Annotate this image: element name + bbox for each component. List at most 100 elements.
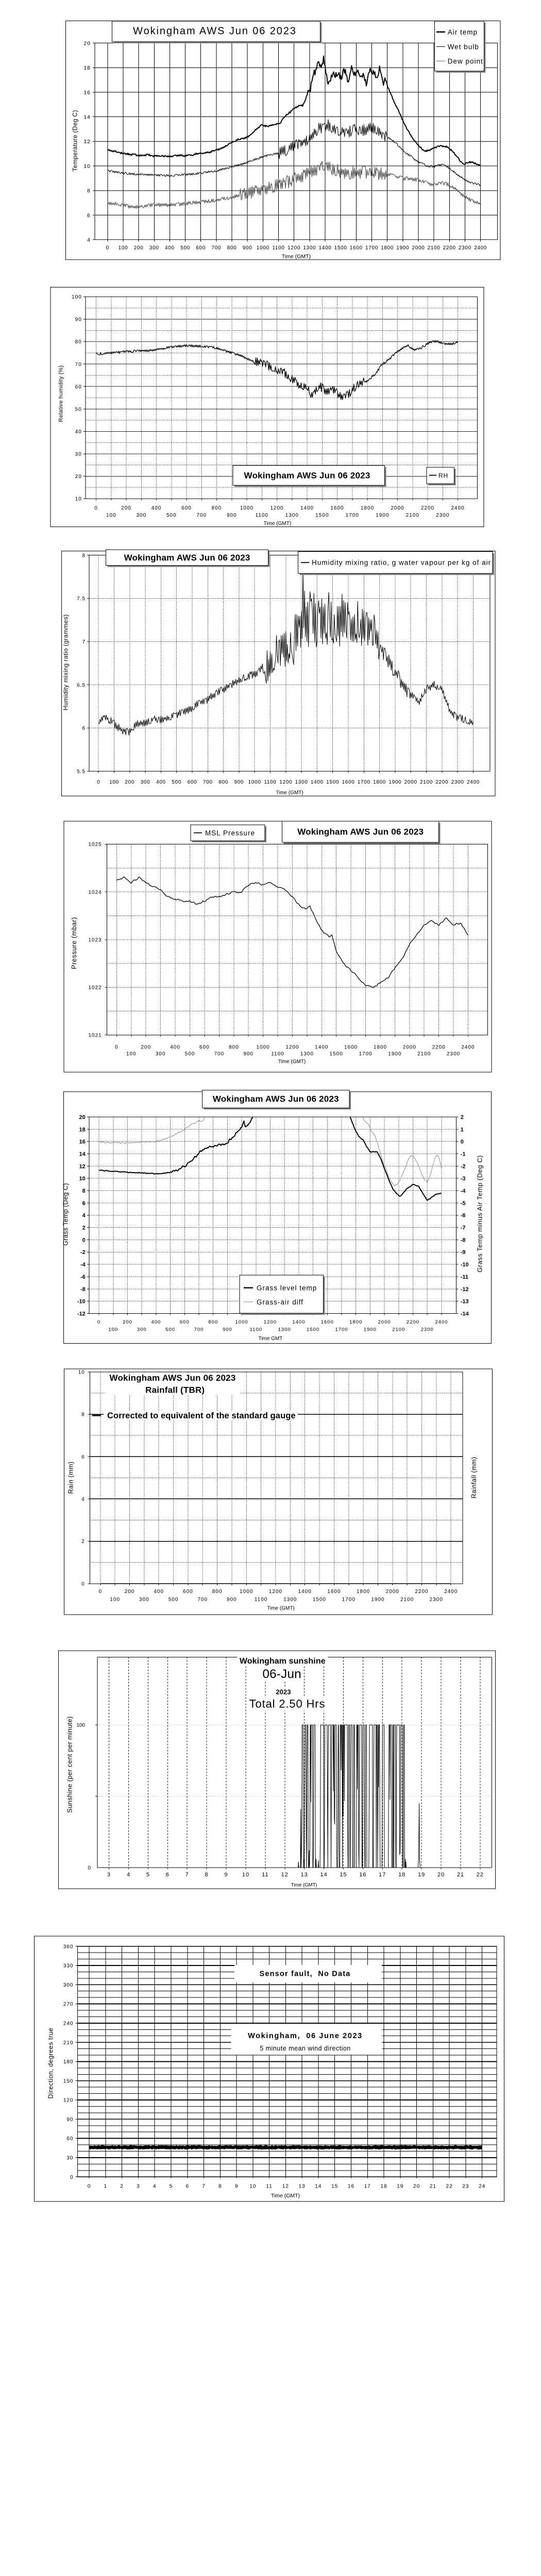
svg-text:300: 300 (137, 1327, 147, 1332)
svg-text:1000: 1000 (257, 245, 269, 251)
svg-text:700: 700 (212, 245, 222, 251)
svg-text:0: 0 (99, 1589, 103, 1595)
svg-text:15: 15 (331, 2184, 338, 2190)
svg-text:8: 8 (87, 188, 91, 194)
svg-text:1900: 1900 (396, 245, 409, 251)
svg-text:2200: 2200 (435, 779, 448, 785)
svg-text:2023: 2023 (276, 1688, 291, 1696)
svg-text:1300: 1300 (300, 1052, 314, 1057)
svg-text:-8: -8 (80, 1286, 86, 1293)
svg-text:900: 900 (223, 1327, 232, 1332)
svg-text:2000: 2000 (391, 505, 404, 511)
svg-text:12: 12 (83, 139, 91, 145)
svg-text:700: 700 (196, 513, 207, 518)
svg-text:-4: -4 (461, 1188, 466, 1194)
svg-text:2100: 2100 (406, 513, 419, 518)
svg-text:0: 0 (97, 779, 100, 785)
svg-text:14: 14 (83, 114, 91, 121)
svg-text:1400: 1400 (300, 505, 314, 511)
svg-text:1: 1 (104, 2184, 108, 2190)
svg-text:300: 300 (156, 1052, 166, 1057)
svg-text:2: 2 (120, 2184, 124, 2190)
svg-text:60: 60 (75, 384, 82, 390)
svg-text:17: 17 (364, 2184, 371, 2190)
svg-text:1800: 1800 (361, 505, 374, 511)
svg-text:100: 100 (109, 779, 119, 785)
svg-text:700: 700 (194, 1327, 204, 1332)
svg-text:RH: RH (438, 472, 448, 479)
svg-text:20: 20 (75, 474, 82, 480)
svg-text:Time (GMT): Time (GMT) (276, 790, 303, 796)
svg-text:Time GMT: Time GMT (259, 1336, 283, 1342)
svg-text:2100: 2100 (428, 245, 441, 251)
svg-text:6: 6 (87, 212, 91, 218)
svg-text:Wokingham AWS Jun 06 2023: Wokingham AWS Jun 06 2023 (213, 1094, 339, 1104)
svg-text:0: 0 (70, 2175, 74, 2180)
svg-text:100: 100 (72, 295, 82, 300)
svg-text:6.5: 6.5 (77, 683, 86, 688)
svg-text:500: 500 (172, 779, 181, 785)
svg-text:1200: 1200 (269, 1589, 282, 1595)
svg-text:21: 21 (457, 1872, 464, 1878)
svg-text:Wokingham AWS Jun 06 2023: Wokingham AWS Jun 06 2023 (133, 26, 297, 37)
svg-text:800: 800 (229, 1045, 239, 1050)
svg-text:100: 100 (76, 1723, 85, 1728)
svg-text:1900: 1900 (376, 513, 389, 518)
svg-text:7: 7 (185, 1872, 189, 1878)
svg-text:-5: -5 (461, 1200, 466, 1207)
svg-text:7: 7 (82, 639, 86, 645)
svg-text:-11: -11 (461, 1274, 468, 1280)
svg-text:1000: 1000 (240, 1589, 253, 1595)
svg-text:16: 16 (79, 1139, 86, 1145)
svg-text:1100: 1100 (256, 513, 269, 518)
svg-text:1900: 1900 (364, 1327, 377, 1332)
svg-text:Wokingham AWS Jun 06 2023: Wokingham AWS Jun 06 2023 (297, 827, 424, 837)
svg-text:6: 6 (166, 1872, 170, 1878)
svg-text:Grass-air diff: Grass-air diff (257, 1298, 303, 1306)
svg-text:400: 400 (170, 1045, 180, 1050)
svg-text:1300: 1300 (278, 1327, 291, 1332)
svg-text:2000: 2000 (412, 245, 425, 251)
svg-text:8: 8 (218, 2184, 222, 2190)
svg-text:12: 12 (281, 1872, 289, 1878)
svg-text:14: 14 (79, 1151, 86, 1158)
svg-text:800: 800 (208, 1319, 218, 1325)
svg-text:Time (GMT): Time (GMT) (291, 1882, 317, 1888)
svg-text:500: 500 (165, 1327, 175, 1332)
svg-text:40: 40 (75, 429, 82, 435)
svg-text:0: 0 (88, 1866, 91, 1871)
svg-text:Relative humidity (%): Relative humidity (%) (58, 365, 64, 422)
svg-text:20: 20 (437, 1872, 445, 1878)
svg-text:1200: 1200 (270, 505, 283, 511)
svg-text:2200: 2200 (421, 505, 434, 511)
svg-text:2100: 2100 (417, 1052, 431, 1057)
svg-text:900: 900 (243, 245, 252, 251)
svg-text:1000: 1000 (248, 779, 261, 785)
svg-text:Pressure (mbar): Pressure (mbar) (70, 917, 78, 969)
svg-text:700: 700 (203, 779, 213, 785)
svg-text:1700: 1700 (342, 1597, 356, 1603)
svg-text:2000: 2000 (403, 1045, 416, 1050)
svg-text:5: 5 (146, 1872, 150, 1878)
svg-text:Grass level temp: Grass level temp (257, 1284, 317, 1292)
svg-text:1500: 1500 (313, 1597, 326, 1603)
svg-text:600: 600 (180, 1319, 190, 1325)
svg-text:2200: 2200 (415, 1589, 428, 1595)
svg-text:1800: 1800 (349, 1319, 362, 1325)
svg-text:-14: -14 (461, 1311, 469, 1317)
svg-text:9: 9 (235, 2184, 239, 2190)
svg-text:210: 210 (63, 2040, 74, 2046)
svg-text:600: 600 (188, 779, 197, 785)
svg-text:-10: -10 (461, 1262, 469, 1268)
svg-text:23: 23 (462, 2184, 469, 2190)
svg-text:9: 9 (225, 1872, 228, 1878)
svg-text:Time (GMT): Time (GMT) (264, 521, 292, 527)
svg-text:1100: 1100 (271, 1052, 284, 1057)
svg-text:4: 4 (153, 2184, 157, 2190)
svg-text:2400: 2400 (474, 245, 487, 251)
svg-text:-1: -1 (461, 1151, 466, 1158)
svg-text:13: 13 (301, 1872, 308, 1878)
svg-text:3: 3 (107, 1872, 111, 1878)
svg-text:1500: 1500 (307, 1327, 319, 1332)
svg-text:Grass Temp (Deg C): Grass Temp (Deg C) (62, 1183, 70, 1246)
